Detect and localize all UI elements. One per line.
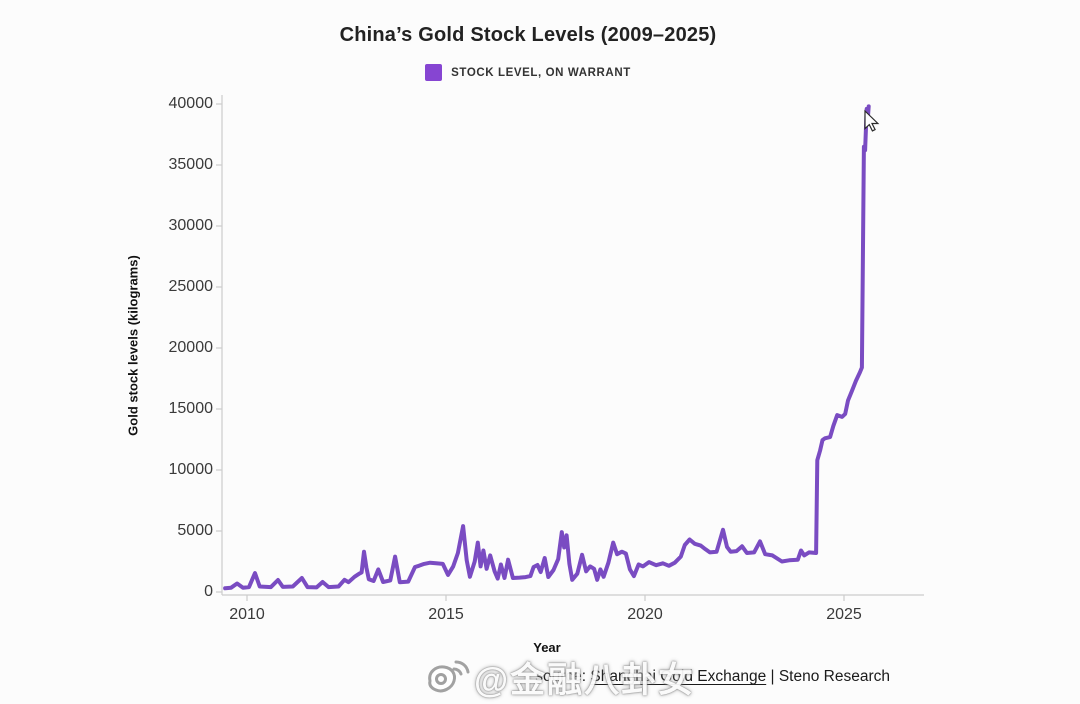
chart-title: China’s Gold Stock Levels (2009–2025) (339, 24, 717, 46)
source-link[interactable]: Shanghai Gold Exchange (590, 668, 767, 685)
source-suffix: | Steno Research (766, 668, 891, 685)
y-tick-label: 20000 (168, 339, 214, 356)
y-tick-label: 15000 (168, 400, 214, 417)
axes (216, 95, 924, 601)
y-tick-label: 30000 (168, 217, 214, 234)
legend-swatch-icon (425, 64, 443, 81)
x-tick-label: 2015 (428, 606, 464, 623)
legend-label: STOCK LEVEL, ON WARRANT (451, 66, 631, 79)
y-tick-label: 25000 (168, 278, 214, 295)
stock-level-line (223, 104, 871, 591)
y-tick-label: 40000 (168, 95, 214, 112)
x-tick-label: 2020 (627, 606, 663, 623)
source-line: source: Shanghai Gold Exchange | Steno R… (535, 668, 890, 686)
y-tick-label: 0 (204, 583, 213, 600)
mouse-cursor-icon (864, 109, 880, 132)
y-tick-label: 35000 (168, 156, 214, 173)
x-tick-label: 2010 (229, 606, 265, 623)
x-tick-label: 2025 (826, 606, 862, 623)
y-tick-label: 10000 (168, 461, 214, 478)
legend: STOCK LEVEL, ON WARRANT (0, 64, 1056, 81)
x-axis-title: Year (533, 640, 561, 655)
y-tick-label: 5000 (177, 522, 213, 539)
source-prefix: source: (535, 668, 591, 685)
